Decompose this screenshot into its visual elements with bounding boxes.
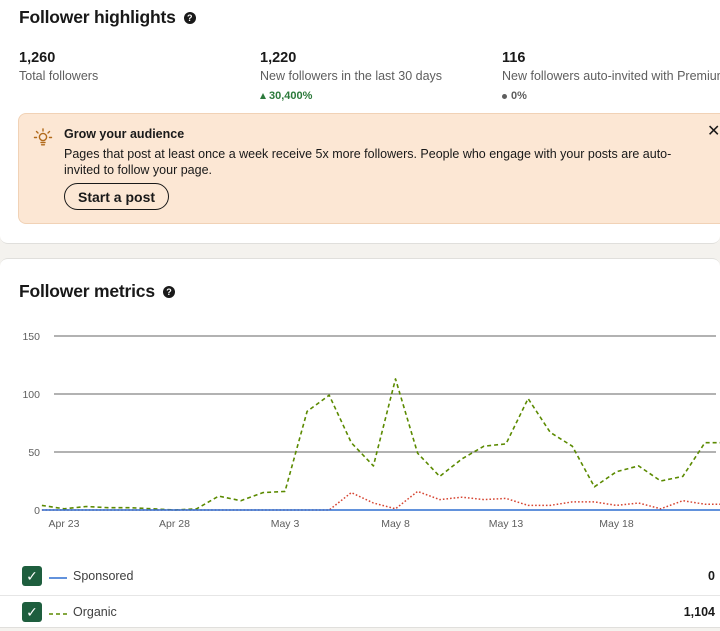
follower-metrics-heading: Follower metrics bbox=[19, 281, 155, 301]
follower-highlights-card: Follower highlights? 1,260 Total followe… bbox=[0, 0, 720, 244]
stat-auto-invited: 116 New followers auto-invited with Prem… bbox=[502, 50, 720, 102]
x-tick-label: May 18 bbox=[599, 518, 634, 530]
follower-metrics-card: Follower metrics? 0 50 100 150 Apr 23 Apr 28 M… bbox=[0, 258, 720, 628]
stat-new-followers: 1,220 New followers in the last 30 days … bbox=[260, 50, 442, 102]
stat-change-up: 30,400% bbox=[260, 90, 442, 102]
trend-neutral-icon bbox=[502, 93, 507, 99]
legend-row-organic: ✓ Organic 1,104 bbox=[0, 595, 720, 631]
stat-label: New followers in the last 30 days bbox=[260, 69, 443, 83]
stat-value: 1,260 bbox=[19, 50, 56, 66]
banner-title: Grow your audience bbox=[64, 127, 185, 141]
x-tick-label: May 8 bbox=[381, 518, 410, 530]
x-tick-label: Apr 28 bbox=[159, 518, 190, 530]
series-line-organic bbox=[41, 378, 720, 511]
follower-highlights-heading: Follower highlights bbox=[19, 7, 176, 27]
x-tick-label: May 13 bbox=[489, 518, 524, 530]
legend-value-organic: 1,104 bbox=[683, 605, 715, 619]
follower-metrics-title: Follower metrics? bbox=[19, 281, 175, 302]
check-icon: ✓ bbox=[26, 603, 38, 620]
stat-change-value: 30,400% bbox=[269, 90, 313, 102]
legend-swatch-sponsored bbox=[49, 577, 67, 579]
legend-swatch-organic bbox=[49, 613, 67, 615]
help-icon[interactable]: ? bbox=[183, 12, 196, 24]
x-tick-label: May 3 bbox=[271, 518, 300, 530]
stat-total-followers: 1,260 Total followers bbox=[19, 50, 98, 83]
help-icon[interactable]: ? bbox=[162, 286, 175, 298]
stat-label: Total followers bbox=[19, 69, 99, 83]
legend-label-organic: Organic bbox=[73, 605, 117, 619]
y-tick-label: 100 bbox=[22, 389, 40, 401]
check-icon: ✓ bbox=[26, 567, 38, 584]
stat-change-value: 0% bbox=[511, 90, 527, 102]
legend-value-sponsored: 0 bbox=[708, 569, 715, 583]
close-icon[interactable]: ✕ bbox=[707, 123, 720, 140]
stat-label: New followers auto-invited with Premium bbox=[502, 69, 720, 83]
checkbox-organic[interactable]: ✓ bbox=[22, 602, 42, 622]
stat-value: 1,220 bbox=[260, 50, 297, 66]
series-line-dotted bbox=[41, 490, 720, 511]
start-a-post-button[interactable]: Start a post bbox=[64, 183, 170, 210]
x-tick-label: Apr 23 bbox=[49, 518, 80, 530]
banner-body: Pages that post at least once a week rec… bbox=[64, 147, 672, 177]
grow-audience-banner: Grow your audience Pages that post at le… bbox=[18, 113, 720, 224]
y-tick-label: 150 bbox=[22, 331, 40, 343]
y-tick-label: 50 bbox=[28, 447, 40, 459]
stat-change-neutral: 0% bbox=[502, 90, 720, 102]
y-tick-label: 0 bbox=[34, 505, 40, 517]
lightbulb-icon bbox=[33, 127, 53, 152]
trend-up-icon bbox=[260, 93, 266, 99]
legend-row-sponsored: ✓ Sponsored 0 bbox=[0, 560, 720, 596]
follower-metrics-chart: 0 50 100 150 Apr 23 Apr 28 May 3 May 8 May 13 May… bbox=[22, 331, 720, 530]
legend-label-sponsored: Sponsored bbox=[73, 569, 134, 583]
stat-value: 116 bbox=[502, 50, 526, 66]
checkbox-sponsored[interactable]: ✓ bbox=[22, 566, 42, 586]
follower-highlights-title: Follower highlights? bbox=[19, 7, 196, 28]
